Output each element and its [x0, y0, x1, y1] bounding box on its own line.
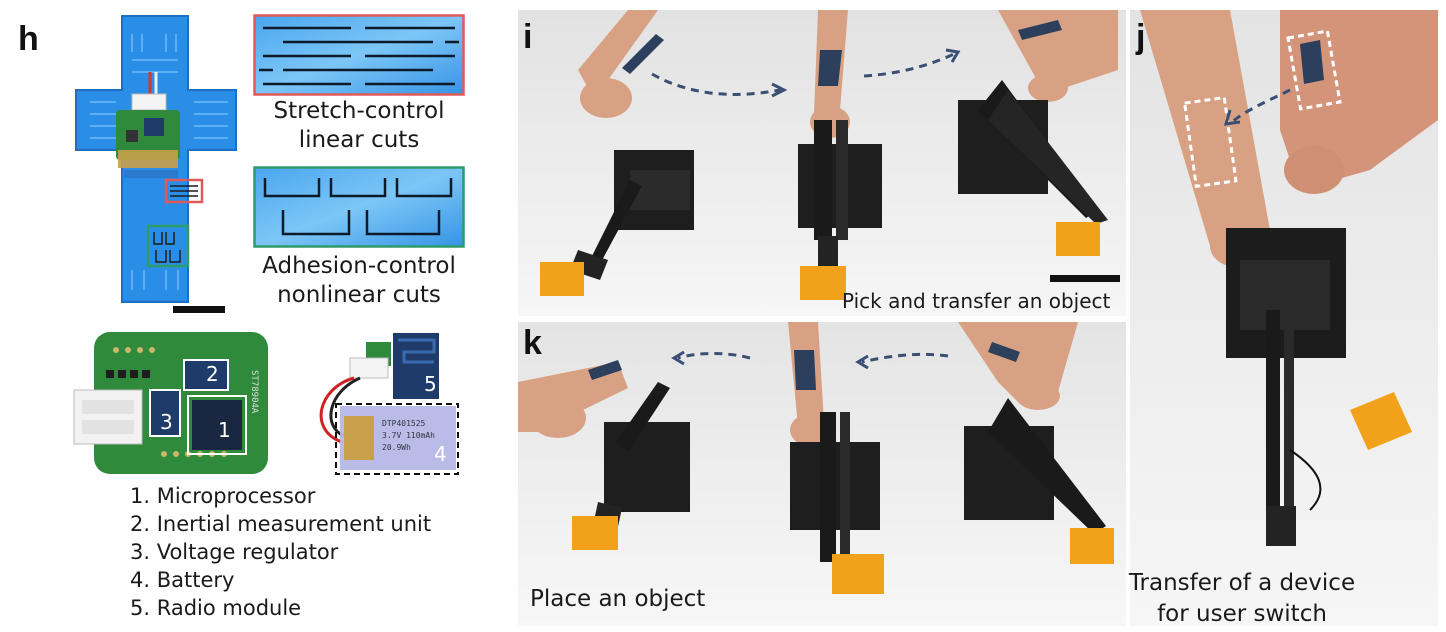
battery-print-line-2: 3.7V 110mAh: [382, 431, 435, 440]
panel-i-caption: Pick and transfer an object: [842, 289, 1111, 313]
svg-text:ST78904A: ST78904A: [249, 370, 259, 414]
panel-k-photo: [518, 322, 1126, 626]
panel-j-caption-1: Transfer of a device: [1128, 570, 1356, 596]
component-legend: 1. Microprocessor 2. Inertial measuremen…: [130, 482, 431, 622]
panel-letter-k: k: [523, 324, 542, 362]
linear-cuts-diagram: [253, 14, 465, 96]
panel-letter-j: j: [1136, 18, 1146, 56]
battery-print-line-3: 20.9Wh: [382, 443, 411, 452]
legend-item-5: 5. Radio module: [130, 596, 302, 620]
legend-item-2: 2. Inertial measurement unit: [130, 512, 432, 536]
panel-j-caption-2: for user switch: [1157, 601, 1327, 627]
component-number-4: 4: [434, 442, 447, 466]
component-number-5: 5: [424, 372, 437, 396]
scale-bar-i: [1050, 275, 1120, 282]
panel-j-photo: [1130, 10, 1438, 626]
scale-bar-h: [173, 306, 225, 313]
panel-i-photo: [518, 10, 1126, 316]
component-number-3: 3: [160, 410, 173, 434]
linear-cuts-caption-2: linear cuts: [298, 127, 420, 153]
component-number-1: 1: [218, 418, 231, 442]
component-number-2: 2: [206, 362, 219, 386]
nonlinear-cuts-caption-1: Adhesion-control: [262, 253, 456, 279]
linear-cuts-caption-1: Stretch-control: [273, 98, 445, 124]
legend-item-3: 3. Voltage regulator: [130, 540, 339, 564]
panel-letter-h: h: [18, 20, 39, 58]
battery-radio-photo: DTP401525 3.7V 110mAh 20.9Wh 5 4: [298, 330, 466, 478]
legend-item-4: 4. Battery: [130, 568, 235, 592]
kirigami-patch-photo: [70, 10, 240, 310]
battery-print-line-1: DTP401525: [382, 419, 426, 428]
pcb-closeup-photo: ST78904A 2 1 3: [72, 330, 272, 478]
panel-letter-i: i: [523, 18, 533, 56]
panel-k-caption: Place an object: [530, 586, 706, 612]
nonlinear-cuts-caption-2: nonlinear cuts: [277, 282, 441, 308]
legend-item-1: 1. Microprocessor: [130, 484, 316, 508]
nonlinear-cuts-diagram: [253, 166, 465, 248]
